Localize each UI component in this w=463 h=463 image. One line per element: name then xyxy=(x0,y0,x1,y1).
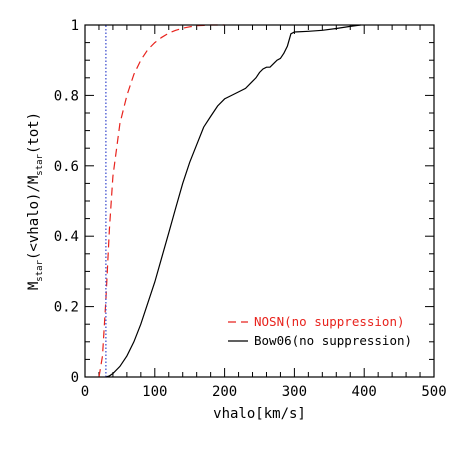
axis-ticks xyxy=(84,24,435,378)
y-axis-label: Mstar(<vhalo)/Mstar(tot) xyxy=(26,112,45,290)
y-tick-label: 1 xyxy=(71,18,79,34)
legend: NOSN(no suppression) Bow06(no suppression… xyxy=(228,314,412,348)
y-label-subscript: star xyxy=(35,153,45,175)
series-line-1 xyxy=(105,24,361,378)
y-label-subscript: star xyxy=(35,259,45,281)
x-tick-label: 200 xyxy=(212,384,237,400)
x-axis-label: vhalo[km/s] xyxy=(213,406,306,422)
y-tick-label: 0.6 xyxy=(54,159,79,175)
y-tick-label: 0.2 xyxy=(54,300,79,316)
legend-label: Bow06(no suppression) xyxy=(254,333,412,348)
y-tick-label: 0 xyxy=(71,370,79,386)
series-line-0 xyxy=(98,24,225,378)
x-tick-label: 0 xyxy=(81,384,89,400)
x-tick-label: 300 xyxy=(282,384,307,400)
y-tick-label: 0.8 xyxy=(54,88,79,104)
x-tick-label: 400 xyxy=(352,384,377,400)
x-tick-label: 100 xyxy=(142,384,167,400)
y-label-part: (<vhalo)/M xyxy=(26,176,42,260)
x-tick-labels: 0 100 200 300 400 500 xyxy=(81,384,447,400)
y-tick-label: 0.4 xyxy=(54,229,79,245)
series-lines xyxy=(98,24,361,378)
legend-label: NOSN(no suppression) xyxy=(254,314,405,329)
y-tick-labels: 0 0.2 0.4 0.6 0.8 1 xyxy=(54,18,79,386)
y-label-part: (tot) xyxy=(26,112,42,154)
plot-frame xyxy=(84,24,435,378)
y-label-part: M xyxy=(26,282,42,290)
x-tick-label: 500 xyxy=(421,384,446,400)
